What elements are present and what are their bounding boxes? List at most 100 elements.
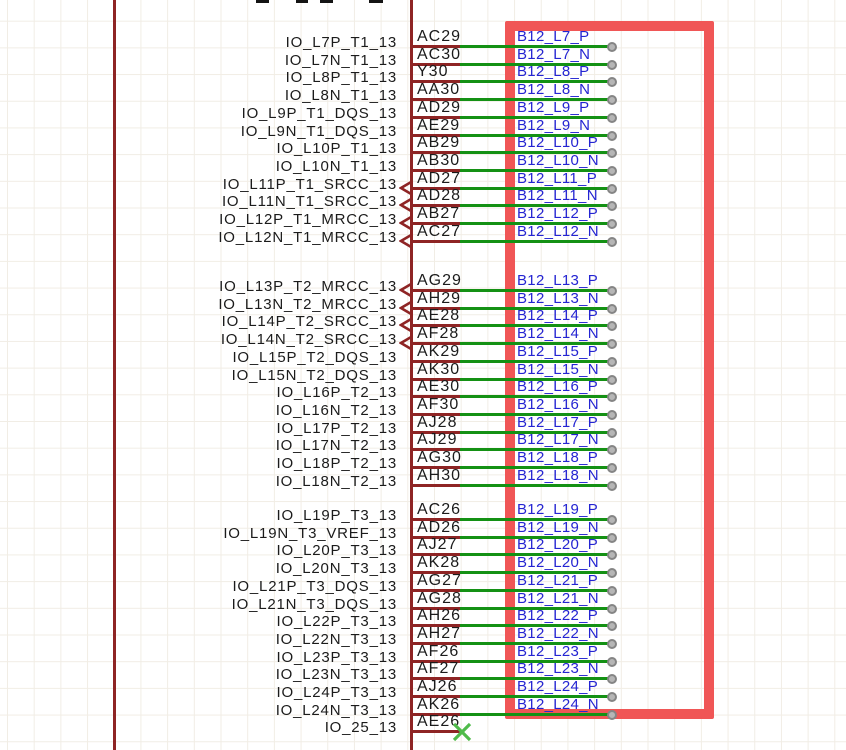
pin-stub[interactable] [411, 606, 460, 610]
pin-stub[interactable] [411, 641, 460, 645]
net-label[interactable]: B12_L7_P [517, 28, 590, 45]
pin-stub[interactable] [411, 186, 460, 190]
wire-end-dot[interactable] [607, 621, 617, 632]
wire[interactable] [460, 186, 611, 190]
wire[interactable] [460, 677, 611, 681]
pin-stub[interactable] [411, 80, 460, 84]
net-label[interactable]: B12_L16_N [517, 395, 599, 413]
wire-end-dot[interactable] [607, 568, 617, 579]
pin-stub[interactable] [411, 730, 460, 734]
wire-end-dot[interactable] [607, 303, 617, 314]
net-label[interactable]: B12_L21_N [517, 589, 599, 607]
no-connect-icon[interactable] [452, 722, 472, 742]
net-label[interactable]: B12_L12_P [517, 205, 599, 222]
pin-stub[interactable] [411, 45, 460, 48]
pin-stub[interactable] [411, 289, 460, 292]
wire-end-dot[interactable] [607, 236, 617, 247]
wire-end-dot[interactable] [607, 392, 617, 403]
pin-stub[interactable] [411, 695, 460, 698]
wire-end-dot[interactable] [607, 674, 617, 685]
wire[interactable] [460, 606, 611, 610]
wire[interactable] [460, 571, 611, 575]
pin-stub[interactable] [411, 151, 460, 155]
net-label[interactable]: B12_L17_P [517, 413, 599, 431]
wire-end-dot[interactable] [607, 356, 617, 367]
pin-stub[interactable] [411, 239, 460, 243]
net-label[interactable]: B12_L19_P [517, 501, 599, 518]
wire[interactable] [460, 115, 611, 119]
wire[interactable] [460, 342, 611, 346]
pin-stub[interactable] [411, 342, 460, 346]
pin-stub[interactable] [411, 535, 460, 539]
wire-end-dot[interactable] [607, 59, 617, 70]
wire[interactable] [460, 239, 611, 243]
pin-stub[interactable] [411, 377, 460, 381]
pin-stub[interactable] [411, 448, 460, 452]
pin-stub[interactable] [411, 168, 460, 172]
wire[interactable] [460, 430, 611, 434]
symbol-border-left[interactable] [113, 0, 116, 750]
wire[interactable] [460, 45, 611, 48]
pin-stub[interactable] [411, 571, 460, 575]
pin-stub[interactable] [411, 430, 460, 434]
wire[interactable] [460, 98, 611, 102]
wire-end-dot[interactable] [607, 130, 617, 141]
net-label[interactable]: B12_L12_N [517, 222, 599, 240]
wire-end-dot[interactable] [607, 409, 617, 420]
wire[interactable] [460, 289, 611, 292]
pin-stub[interactable] [411, 483, 460, 487]
pin-stub[interactable] [411, 588, 460, 592]
wire[interactable] [460, 412, 611, 416]
wire-end-dot[interactable] [607, 480, 617, 491]
net-label[interactable]: B12_L24_P [517, 678, 599, 695]
wire[interactable] [460, 553, 611, 557]
wire-end-dot[interactable] [607, 321, 617, 332]
wire-end-dot[interactable] [607, 374, 617, 385]
wire[interactable] [460, 466, 611, 469]
pin-stub[interactable] [411, 412, 460, 416]
pin-stub[interactable] [411, 359, 460, 363]
wire[interactable] [460, 306, 611, 310]
pin-stub[interactable] [411, 395, 460, 399]
net-label[interactable]: B12_L23_N [517, 660, 599, 678]
net-label[interactable]: B12_L8_P [517, 63, 590, 81]
pin-stub[interactable] [411, 677, 460, 681]
wire-end-dot[interactable] [607, 692, 617, 702]
wire-end-dot[interactable] [607, 339, 617, 350]
pin-stub[interactable] [411, 624, 460, 628]
wire-end-dot[interactable] [607, 286, 617, 296]
pin-stub[interactable] [411, 659, 460, 663]
wire-end-dot[interactable] [607, 585, 617, 596]
pin-stub[interactable] [411, 115, 460, 119]
net-label[interactable]: B12_L18_P [517, 449, 599, 466]
net-label[interactable]: B12_L22_N [517, 624, 599, 642]
pin-stub[interactable] [411, 466, 460, 469]
wire-end-dot[interactable] [607, 183, 617, 194]
wire-end-dot[interactable] [607, 550, 617, 561]
net-label[interactable]: B12_L19_N [517, 518, 599, 536]
pin-stub[interactable] [411, 324, 460, 328]
net-label[interactable]: B12_L11_P [517, 169, 597, 187]
wire-end-dot[interactable] [607, 165, 617, 176]
wire-end-dot[interactable] [607, 638, 617, 649]
net-label[interactable]: B12_L24_N [517, 695, 599, 713]
net-label[interactable]: B12_L14_P [517, 307, 599, 325]
net-label[interactable]: B12_L9_P [517, 98, 590, 116]
net-label[interactable]: B12_L8_N [517, 81, 591, 99]
wire[interactable] [460, 712, 611, 716]
wire[interactable] [460, 324, 611, 328]
net-label[interactable]: B12_L23_P [517, 642, 599, 660]
net-label[interactable]: B12_L20_N [517, 554, 599, 572]
net-label[interactable]: B12_L18_N [517, 466, 599, 484]
net-label[interactable]: B12_L10_P [517, 134, 599, 152]
pin-stub[interactable] [411, 62, 460, 66]
net-label[interactable]: B12_L20_P [517, 536, 599, 554]
wire[interactable] [460, 483, 611, 487]
wire-end-dot[interactable] [607, 603, 617, 614]
wire-end-dot[interactable] [607, 201, 617, 212]
wire[interactable] [460, 151, 611, 155]
wire-end-dot[interactable] [607, 42, 617, 52]
net-label[interactable]: B12_L9_N [517, 116, 591, 134]
net-label[interactable]: B12_L15_P [517, 342, 599, 360]
